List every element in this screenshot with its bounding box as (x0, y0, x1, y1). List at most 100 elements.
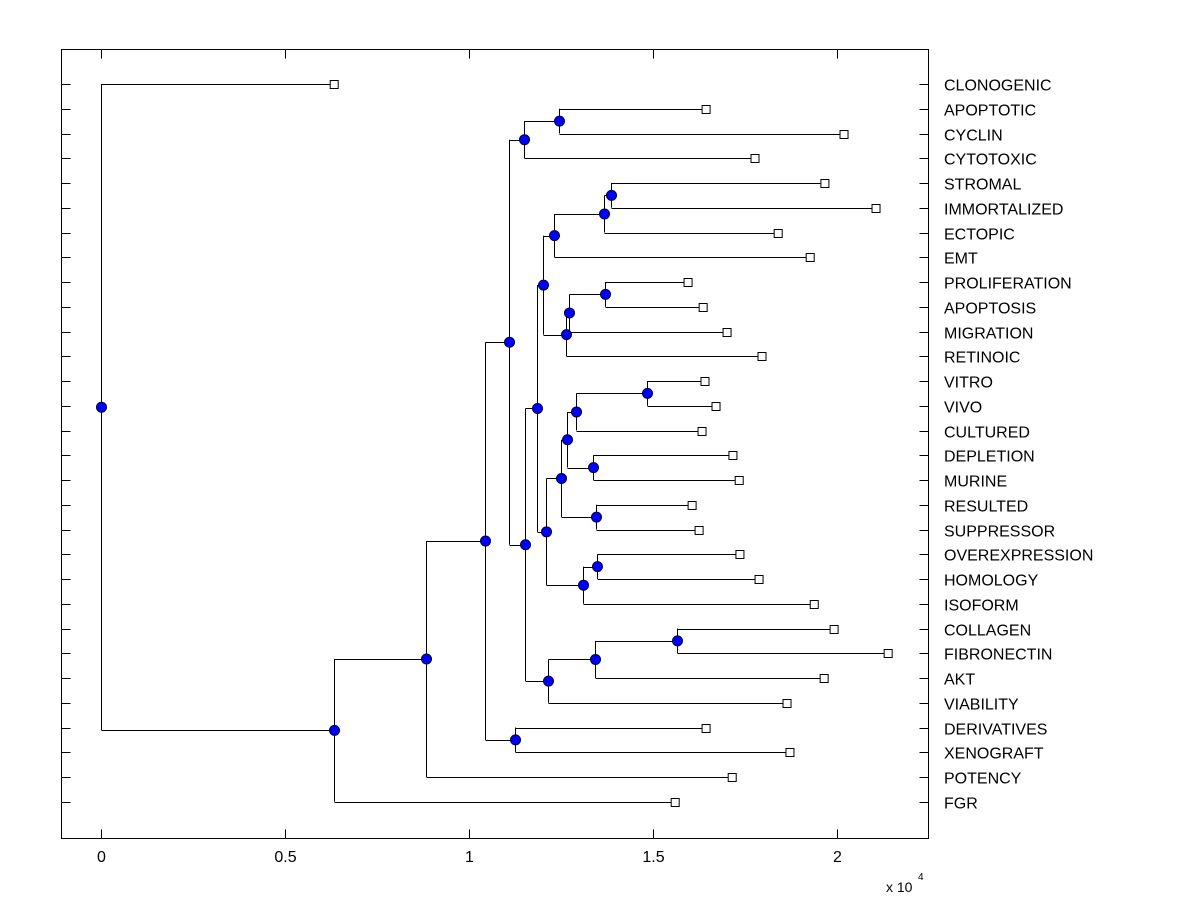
node-marker (532, 402, 543, 414)
leaf-marker (785, 748, 795, 757)
leaf-marker (754, 575, 764, 584)
leaf-label: CYTOTOXIC (944, 152, 1037, 169)
leaf-label: CULTURED (944, 425, 1030, 442)
leaf-marker (839, 130, 849, 139)
leaf-label: MIGRATION (944, 326, 1033, 343)
leaf-marker (820, 179, 830, 188)
plot-frame (61, 49, 929, 839)
node-markers (96, 115, 683, 746)
node-marker (421, 653, 432, 665)
node-marker (549, 230, 560, 242)
leaf-label: DERIVATIVES (944, 722, 1047, 739)
x-multiplier-label: x 10 (886, 879, 913, 895)
x-multiplier-exponent: 4 (918, 872, 924, 883)
node-marker (561, 329, 572, 341)
leaf-marker (329, 80, 339, 89)
leaf-marker (734, 476, 744, 485)
leaf-label: ISOFORM (944, 598, 1019, 615)
node-marker (96, 401, 107, 413)
leaf-label: EMT (944, 251, 978, 268)
leaf-marker (711, 402, 721, 411)
node-marker (480, 535, 491, 547)
leaf-label: APOPTOTIC (944, 103, 1036, 120)
y-axis-ticks (61, 84, 929, 803)
leaf-label: DEPLETION (944, 449, 1035, 466)
leaf-label: ECTOPIC (944, 227, 1015, 244)
leaf-marker (728, 451, 738, 460)
x-axis-ticks: 0 0.5 1 1.5 2 (97, 49, 842, 866)
leaf-marker (722, 328, 732, 337)
leaf-label: XENOGRAFT (944, 746, 1044, 763)
leaf-marker (687, 501, 697, 510)
leaf-label: POTENCY (944, 771, 1022, 788)
leaf-marker (698, 303, 708, 312)
leaf-label: FGR (944, 796, 978, 813)
leaf-label: PROLIFERATION (944, 276, 1072, 293)
leaf-marker (829, 625, 839, 634)
leaf-label: COLLAGEN (944, 623, 1031, 640)
leaf-marker (782, 699, 792, 708)
leaf-marker (805, 253, 815, 262)
node-marker (578, 579, 589, 591)
axes (61, 49, 929, 839)
node-marker (672, 635, 683, 647)
node-marker (538, 279, 549, 291)
node-marker (541, 526, 552, 538)
leaf-label: RETINOIC (944, 350, 1020, 367)
leaf-labels: CLONOGENIC APOPTOTIC CYCLIN CYTOTOXIC STROMA… (944, 78, 1093, 813)
node-marker (588, 462, 599, 474)
node-marker (642, 387, 653, 399)
leaf-marker (871, 204, 881, 213)
node-marker (590, 653, 601, 665)
leaf-marker (809, 600, 819, 609)
node-marker (554, 115, 565, 127)
x-tick-label: 2 (833, 849, 842, 866)
node-marker (600, 288, 611, 300)
node-marker (599, 208, 610, 220)
leaf-label: SUPPRESSOR (944, 524, 1055, 541)
leaf-label: FIBRONECTIN (944, 647, 1052, 664)
leaf-marker (727, 773, 737, 782)
leaf-marker (701, 105, 711, 114)
leaf-marker (750, 154, 760, 163)
leaf-label: APOPTOSIS (944, 301, 1036, 318)
leaf-label: VIVO (944, 400, 982, 417)
leaf-label: CLONOGENIC (944, 78, 1052, 95)
node-marker (556, 472, 567, 484)
leaf-marker (773, 229, 783, 238)
node-marker (504, 336, 515, 348)
leaf-label: RESULTED (944, 499, 1028, 516)
node-marker (564, 307, 575, 319)
leaf-label: MURINE (944, 474, 1007, 491)
leaf-marker (670, 798, 680, 807)
leaf-marker (697, 427, 707, 436)
x-tick-label: 1 (465, 849, 474, 866)
leaf-marker (819, 674, 829, 683)
x-tick-label: 0.5 (274, 849, 296, 866)
leaf-label: OVEREXPRESSION (944, 548, 1093, 565)
leaf-label: HOMOLOGY (944, 573, 1039, 590)
leaf-marker (700, 377, 710, 386)
node-marker (606, 189, 617, 201)
leaf-markers (329, 80, 893, 807)
leaf-marker (701, 724, 711, 733)
leaf-marker (883, 649, 893, 658)
dendrogram-links (101, 84, 888, 803)
leaf-label: IMMORTALIZED (944, 202, 1063, 219)
leaf-label: STROMAL (944, 177, 1021, 194)
node-marker (571, 406, 582, 418)
x-tick-label: 1.5 (642, 849, 664, 866)
leaf-marker (735, 550, 745, 559)
leaf-marker (683, 278, 693, 287)
leaf-marker (694, 526, 704, 535)
leaf-marker (757, 352, 767, 361)
leaf-label: VIABILITY (944, 697, 1019, 714)
node-marker (510, 734, 521, 746)
leaf-label: CYCLIN (944, 128, 1003, 145)
leaf-label: AKT (944, 672, 975, 689)
node-marker (591, 511, 602, 523)
node-marker (543, 675, 554, 687)
node-marker (329, 724, 340, 736)
node-marker (592, 561, 603, 573)
